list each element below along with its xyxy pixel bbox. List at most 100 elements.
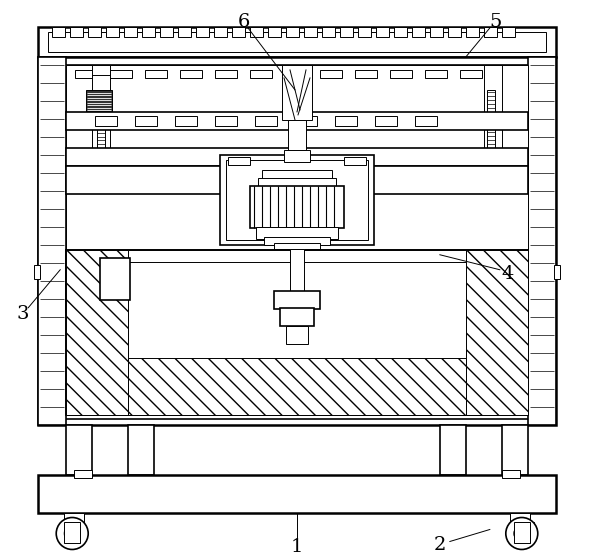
Bar <box>466 27 479 37</box>
Bar <box>268 27 281 37</box>
Bar <box>510 513 530 523</box>
Bar <box>75 70 97 78</box>
Bar <box>228 157 250 165</box>
Bar <box>38 475 556 513</box>
Bar <box>232 27 245 37</box>
Bar <box>215 116 237 126</box>
Bar <box>376 27 389 37</box>
Bar <box>425 70 447 78</box>
Bar <box>124 27 137 37</box>
Bar <box>440 425 466 475</box>
Bar <box>52 27 65 37</box>
Bar <box>288 120 306 150</box>
Bar <box>250 27 263 37</box>
Bar <box>64 513 84 523</box>
Bar <box>38 57 556 425</box>
Text: 6: 6 <box>238 13 250 31</box>
Bar <box>178 27 191 37</box>
Bar <box>280 307 314 326</box>
Bar <box>250 70 272 78</box>
Bar <box>255 116 277 126</box>
Bar <box>74 470 92 477</box>
Circle shape <box>69 530 75 537</box>
Bar <box>215 70 237 78</box>
Bar <box>460 70 482 78</box>
Bar <box>66 112 528 130</box>
Bar <box>282 65 312 120</box>
Bar <box>415 116 437 126</box>
Bar <box>285 70 307 78</box>
Bar <box>286 326 308 344</box>
Bar <box>180 70 202 78</box>
Bar <box>284 150 310 162</box>
Bar <box>502 425 528 475</box>
Bar <box>274 243 320 249</box>
Bar <box>66 250 128 415</box>
Text: 4: 4 <box>501 265 514 283</box>
Bar <box>92 65 110 165</box>
Bar <box>262 170 332 180</box>
Circle shape <box>64 525 80 542</box>
Bar <box>274 291 320 309</box>
Text: 3: 3 <box>16 305 29 323</box>
Bar <box>502 27 515 37</box>
Circle shape <box>506 518 538 549</box>
Bar <box>484 27 497 37</box>
Bar <box>256 227 338 239</box>
Bar <box>250 186 344 228</box>
Bar <box>175 116 197 126</box>
Bar <box>66 148 528 166</box>
Bar <box>554 265 560 279</box>
Bar <box>66 65 528 250</box>
Bar <box>394 27 407 37</box>
Bar <box>258 178 336 186</box>
Bar <box>60 522 72 532</box>
Bar <box>502 470 520 477</box>
Bar <box>142 27 155 37</box>
Bar <box>70 27 83 37</box>
Bar <box>320 70 342 78</box>
Bar <box>220 155 374 245</box>
Bar <box>34 265 40 279</box>
Bar <box>355 70 377 78</box>
Bar <box>88 27 101 37</box>
Bar <box>335 116 357 126</box>
Bar <box>50 65 544 419</box>
Bar <box>528 57 556 425</box>
Bar <box>145 70 167 78</box>
Bar <box>412 27 425 37</box>
Bar <box>514 522 530 543</box>
Bar <box>375 116 397 126</box>
Bar <box>290 249 304 291</box>
Bar <box>48 32 546 52</box>
Bar <box>128 250 466 358</box>
Bar <box>390 70 412 78</box>
Bar <box>135 116 157 126</box>
Bar <box>160 27 173 37</box>
Bar <box>110 70 132 78</box>
Circle shape <box>56 518 88 549</box>
Text: 1: 1 <box>291 538 303 556</box>
Bar <box>64 522 80 543</box>
Bar <box>97 112 105 167</box>
Bar <box>304 27 317 37</box>
Circle shape <box>519 530 525 537</box>
Bar <box>340 27 353 37</box>
Bar <box>66 425 92 475</box>
Bar <box>358 27 371 37</box>
Bar <box>38 57 66 425</box>
Text: 2: 2 <box>434 537 446 555</box>
Bar <box>95 116 117 126</box>
Bar <box>487 90 495 165</box>
Bar <box>128 250 466 262</box>
Bar <box>66 250 528 415</box>
Bar <box>264 237 330 245</box>
Text: 5: 5 <box>489 13 502 31</box>
Bar <box>128 354 466 415</box>
Circle shape <box>514 525 530 542</box>
Bar <box>106 27 119 37</box>
Bar <box>522 522 534 532</box>
Bar <box>38 27 556 57</box>
Bar <box>66 250 528 312</box>
Bar <box>86 90 112 112</box>
